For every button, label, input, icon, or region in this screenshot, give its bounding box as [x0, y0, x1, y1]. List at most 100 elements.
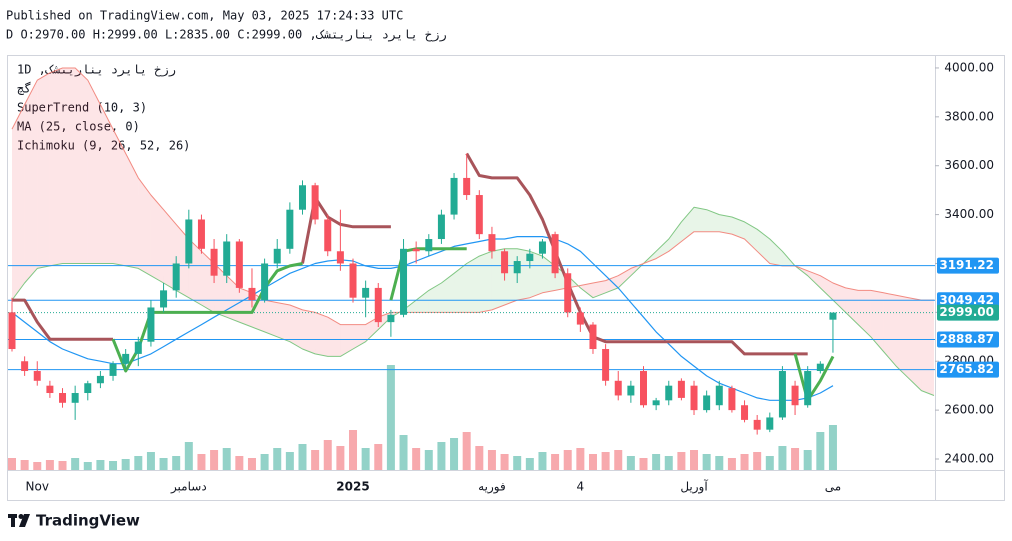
volume-bar: [412, 448, 421, 470]
volume-bar: [83, 462, 92, 470]
cloud-fill: [921, 300, 934, 396]
volume-bar: [58, 461, 67, 470]
cloud-fill: [138, 177, 151, 276]
price-label: 2888.87: [939, 332, 994, 346]
candle-body: [753, 419, 761, 430]
cloud-fill: [113, 129, 126, 266]
volume-bar: [285, 452, 294, 470]
candle-body: [728, 388, 736, 411]
volume-bar: [487, 450, 496, 470]
legend-line: SuperTrend (10, 3): [17, 101, 147, 115]
candle-body: [59, 393, 67, 403]
candle-body: [602, 349, 610, 381]
y-tick-label: 3800.00: [944, 109, 994, 123]
volume-bar: [538, 452, 547, 470]
cloud-fill: [12, 104, 25, 301]
volume-bar: [652, 454, 661, 470]
cloud-fill: [870, 290, 884, 352]
candle-body: [261, 263, 269, 301]
x-tick-label: آوریل: [680, 479, 708, 495]
volume-bar: [614, 450, 623, 470]
cloud-fill: [694, 207, 707, 232]
candle-body: [235, 241, 243, 288]
cloud-span-a: [11, 206, 935, 396]
cloud-fill: [618, 268, 631, 288]
candle-body: [311, 185, 319, 220]
candle-body: [412, 248, 420, 252]
cloud-fill: [580, 283, 593, 298]
candle-body: [741, 405, 749, 420]
price-label: 2999.00: [939, 305, 994, 319]
candle-body: [665, 385, 673, 401]
cloud-fill: [454, 263, 467, 313]
volume-bar: [386, 365, 395, 470]
cloud-fill: [75, 67, 88, 264]
cloud-fill: [264, 300, 278, 337]
volume-bar: [753, 452, 762, 470]
cloud-fill: [832, 283, 846, 313]
cloud-fill: [315, 312, 328, 357]
cloud-fill: [908, 297, 922, 391]
volume-bar: [222, 448, 231, 470]
cloud-fill: [340, 324, 354, 357]
chart-frame: [7, 55, 1005, 501]
candle-body: [223, 241, 231, 276]
cloud-fill: [327, 317, 341, 357]
volume-bar: [71, 458, 80, 470]
cloud-fill: [820, 275, 833, 301]
candle-body: [715, 385, 723, 406]
candle-body: [778, 371, 786, 418]
cloud-fill: [883, 292, 897, 367]
volume-bar: [260, 454, 269, 470]
price-label-bg: [937, 292, 999, 309]
volume-bar: [197, 454, 206, 470]
price-label-bg: [937, 257, 999, 274]
y-tick-label: 4000.00: [944, 60, 994, 74]
x-tick-label: دسامبر: [170, 480, 207, 495]
cloud-fill: [125, 153, 139, 269]
candle-body: [387, 314, 395, 323]
cloud-fill: [302, 309, 316, 354]
volume-bar: [677, 452, 686, 470]
cloud-fill: [150, 195, 164, 284]
legend-line: 1D ,رزخ یایرد یناریتشک: [17, 63, 176, 78]
candle-body: [122, 353, 130, 364]
volume-bar: [20, 460, 29, 470]
candle-body: [147, 307, 155, 342]
candle-body: [362, 287, 370, 298]
cloud-fill: [719, 214, 732, 235]
cloud-fill: [757, 229, 770, 264]
volume-bar: [690, 450, 699, 470]
candle-body: [804, 371, 812, 406]
x-tick-label: 4: [577, 480, 585, 494]
y-tick-label: 3400.00: [944, 207, 994, 221]
price-label: 3049.42: [939, 293, 994, 307]
cloud-fill: [807, 270, 821, 288]
price-label-bg: [937, 304, 999, 321]
candle-body: [526, 253, 534, 262]
volume-bar: [551, 454, 560, 470]
volume-bar: [323, 440, 332, 470]
cloud-fill: [858, 290, 871, 337]
volume-bar: [349, 430, 358, 470]
candle-body: [766, 417, 774, 430]
candle-body: [84, 383, 92, 394]
legend-line: MA (25, close, 0): [17, 120, 140, 134]
x-tick-label: می: [825, 480, 841, 494]
candle-body: [286, 209, 294, 249]
candle-body: [551, 234, 559, 274]
cloud-fill: [214, 263, 227, 318]
volume-bar: [210, 450, 219, 470]
cloud-fill: [479, 251, 492, 313]
volume-bar: [727, 458, 736, 470]
candle-body: [160, 290, 168, 308]
cloud-fill: [251, 292, 265, 332]
volume-bar: [146, 452, 155, 470]
candle-body: [336, 251, 344, 264]
candle-body: [475, 195, 483, 235]
volume-bar: [159, 458, 168, 470]
cloud-fill: [592, 280, 606, 298]
volume-bar: [298, 444, 307, 470]
volume-bar: [715, 456, 724, 470]
